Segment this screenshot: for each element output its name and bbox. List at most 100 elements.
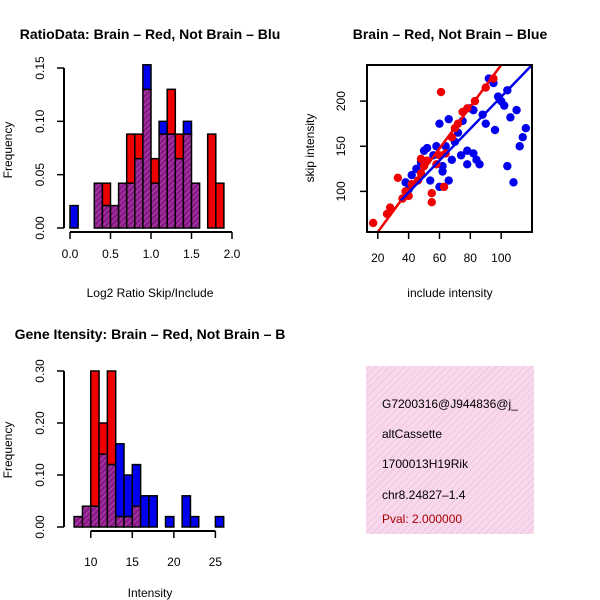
- gene-intensity-histogram-bar-red: [90, 370, 100, 507]
- scatter-point-brain: [439, 182, 449, 192]
- gene-intensity-histogram-y-tick-label: 0.00: [33, 515, 47, 539]
- gene-intensity-histogram-bar-overlap: [81, 505, 92, 528]
- gene-intensity-histogram-x-label: Intensity: [128, 586, 173, 600]
- gene-intensity-histogram-bar-blue: [214, 515, 225, 528]
- intensity-scatter-fit-lines: [376, 65, 532, 232]
- gene-intensity-histogram-x-tick-label: 15: [126, 555, 140, 569]
- gene-intensity-histogram-y-tick-label: 0.10: [33, 463, 47, 487]
- scatter-point-not-brain: [426, 176, 435, 185]
- ratio-histogram-bar-overlap: [142, 88, 152, 229]
- intensity-scatter: Brain – Red, Not Brain – Blue 20 40 60 80 10…: [303, 26, 547, 300]
- intensity-scatter-frame: [366, 64, 533, 233]
- scatter-point-not-brain: [444, 114, 453, 124]
- gene-intensity-histogram-x-tick-label: 20: [167, 555, 181, 569]
- scatter-point-brain: [427, 188, 436, 198]
- intensity-scatter-x-tick-label: 40: [402, 251, 416, 265]
- ratio-histogram-bar-overlap: [150, 182, 160, 229]
- ratio-histogram: RatioData: Brain – Red, Not Brain – Blu …: [1, 26, 280, 300]
- ratio-histogram-x-label: Log2 Ratio Skip/Include: [87, 286, 214, 300]
- ratio-histogram-y-tick-label: 0.05: [33, 163, 47, 187]
- ratio-histogram-bar-blue: [182, 120, 193, 135]
- gene-intensity-histogram-bar-overlap: [123, 515, 134, 528]
- ratio-histogram-bars: [69, 64, 225, 229]
- gene-intensity-histogram-bar-blue: [123, 474, 134, 518]
- scatter-point-not-brain: [503, 161, 512, 171]
- ratio-histogram-y-tick-label: 0.10: [33, 109, 47, 133]
- ratio-histogram-y-label: Frequency: [1, 122, 15, 179]
- gene-intensity-histogram-bar-blue: [189, 515, 200, 528]
- scatter-point-not-brain: [518, 133, 527, 142]
- intensity-scatter-x-tick-label: 80: [464, 251, 478, 265]
- ratio-histogram-bar-overlap: [134, 157, 144, 229]
- gene-intensity-histogram-bars: [73, 370, 225, 528]
- scatter-point-not-brain: [407, 170, 416, 180]
- ratio-histogram-bar-overlap: [93, 182, 104, 229]
- scatter-point-not-brain: [463, 160, 472, 169]
- info-line-probe-id: G7200316@J944836@j_: [382, 397, 518, 411]
- info-panel-background: [366, 366, 534, 534]
- ratio-histogram-bar-red: [134, 133, 144, 160]
- scatter-point-not-brain: [435, 119, 444, 128]
- gene-intensity-histogram-title: Gene Itensity: Brain – Red, Not Brain – …: [15, 326, 286, 342]
- scatter-point-not-brain: [481, 119, 490, 128]
- scatter-point-not-brain: [444, 176, 453, 185]
- gene-intensity-histogram-bar-blue: [181, 495, 192, 528]
- intensity-scatter-x-axis: 20 40 60 80 100: [371, 232, 511, 265]
- gene-intensity-histogram: Gene Itensity: Brain – Red, Not Brain – …: [1, 326, 285, 600]
- scatter-fit-line-brain: [376, 65, 503, 232]
- scatter-point-not-brain: [469, 149, 478, 158]
- intensity-scatter-x-tick-label: 20: [371, 251, 385, 265]
- ratio-histogram-bar-red: [215, 182, 225, 229]
- gene-intensity-histogram-bar-blue: [131, 463, 142, 507]
- gene-intensity-histogram-x-tick-label: 25: [209, 555, 223, 569]
- gene-intensity-histogram-bar-blue: [139, 495, 150, 528]
- scatter-point-not-brain: [515, 142, 524, 151]
- gene-intensity-histogram-y-tick-label: 0.20: [33, 411, 47, 435]
- scatter-point-brain: [416, 154, 426, 164]
- gene-intensity-histogram-x-axis: 10 15 20 25: [84, 530, 223, 569]
- gene-intensity-histogram-bar-overlap: [131, 505, 142, 528]
- scatter-point-brain: [436, 87, 446, 97]
- ratio-histogram-bar-blue: [142, 64, 152, 91]
- gene-intensity-histogram-y-axis: 0.00 0.10 0.20 0.30: [33, 359, 65, 539]
- ratio-histogram-y-axis: 0.00 0.05 0.10 0.15: [33, 56, 65, 240]
- intensity-scatter-y-axis: 100 150 200: [334, 91, 367, 201]
- gene-intensity-histogram-x-tick-label: 10: [84, 555, 98, 569]
- scatter-point-not-brain: [521, 123, 531, 133]
- info-line-location: chr8.24827–1.4: [382, 488, 466, 502]
- gene-intensity-histogram-bar-blue: [164, 515, 175, 528]
- ratio-histogram-bar-red: [166, 88, 177, 135]
- gene-intensity-histogram-bar-blue: [148, 495, 158, 528]
- ratio-histogram-bar-overlap: [125, 182, 136, 229]
- scatter-point-not-brain: [509, 178, 518, 187]
- ratio-histogram-bar-overlap: [190, 182, 201, 229]
- scatter-point-not-brain: [475, 160, 484, 169]
- scatter-point-not-brain: [438, 167, 447, 176]
- ratio-histogram-bar-overlap: [158, 133, 168, 229]
- gene-intensity-histogram-bar-overlap: [98, 453, 109, 528]
- intensity-scatter-x-tick-label: 60: [433, 251, 447, 265]
- scatter-point-brain: [427, 198, 436, 207]
- ratio-histogram-bar-red: [206, 133, 217, 229]
- scatter-point-not-brain: [500, 101, 509, 110]
- ratio-histogram-bar-blue: [158, 120, 168, 135]
- ratio-histogram-bar-red: [174, 133, 185, 160]
- scatter-point-brain: [393, 173, 403, 183]
- scatter-point-not-brain: [506, 113, 515, 122]
- ratio-histogram-x-axis: 0.0 0.5 1.0 1.5 2.0: [62, 231, 241, 261]
- ratio-histogram-x-tick-label: 0.0: [62, 247, 79, 261]
- intensity-scatter-y-tick-label: 150: [334, 136, 348, 156]
- ratio-histogram-bar-overlap: [109, 204, 120, 229]
- gene-intensity-histogram-bar-overlap: [106, 463, 117, 528]
- ratio-histogram-bar-blue: [69, 204, 79, 229]
- gene-intensity-histogram-bar-overlap: [114, 515, 125, 528]
- intensity-scatter-title: Brain – Red, Not Brain – Blue: [353, 26, 548, 42]
- scatter-point-not-brain: [512, 105, 521, 115]
- gene-intensity-histogram-bar-overlap: [73, 515, 84, 528]
- ratio-histogram-title: RatioData: Brain – Red, Not Brain – Blu: [20, 26, 281, 42]
- ratio-histogram-x-tick-label: 0.5: [102, 247, 119, 261]
- scatter-point-not-brain: [422, 143, 432, 153]
- ratio-histogram-bar-overlap: [166, 133, 177, 229]
- ratio-histogram-x-tick-label: 1.5: [183, 247, 200, 261]
